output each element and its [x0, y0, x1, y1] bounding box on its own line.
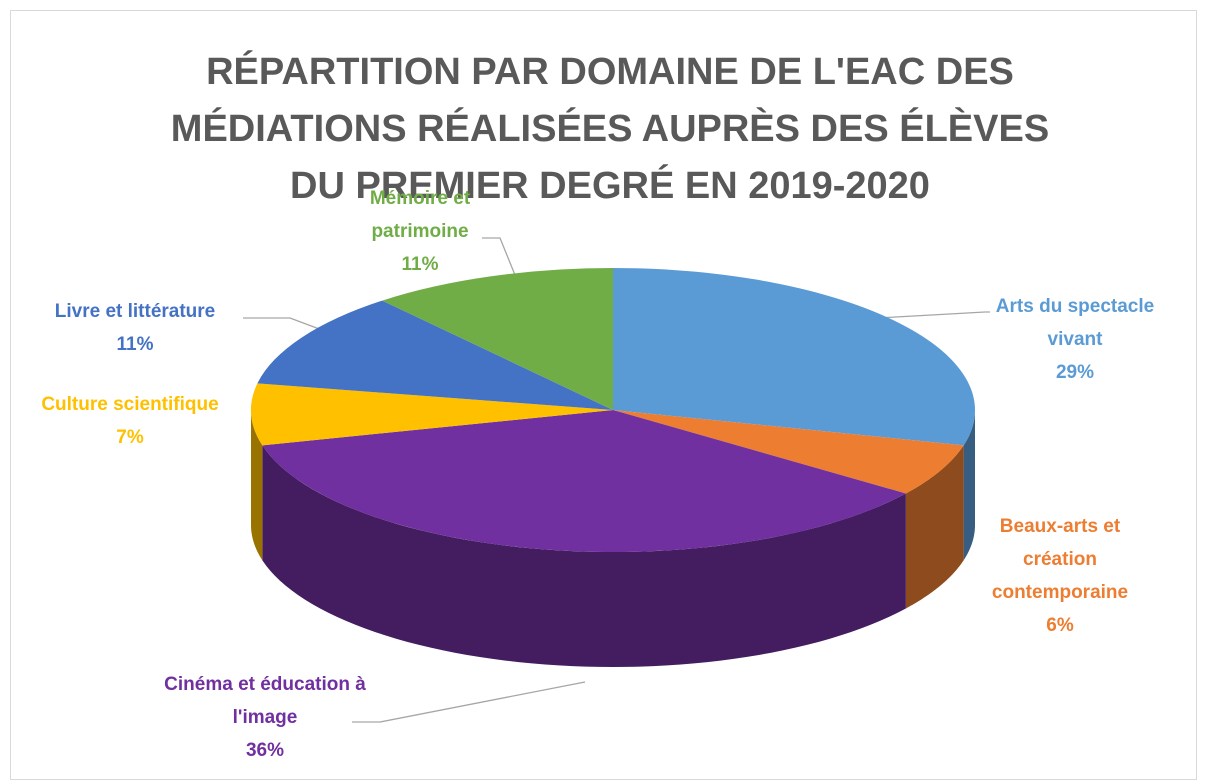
data-label: Culture scientifique 7% — [10, 388, 250, 454]
leader-lines — [243, 237, 990, 723]
value-label: 7% — [116, 427, 144, 448]
leader-line — [877, 311, 990, 319]
pie-tops — [251, 268, 975, 552]
value-label: 36% — [245, 740, 285, 761]
pie-slice — [251, 383, 614, 446]
leader-line — [482, 237, 516, 276]
pie-slice-side — [905, 445, 964, 609]
value-label: 11% — [116, 334, 154, 355]
pie-slice — [257, 300, 613, 410]
leader-line — [352, 681, 586, 723]
leader-line — [243, 317, 331, 334]
data-label: Arts du spectacle vivant 29% — [985, 290, 1165, 389]
category-label: Arts du spectacle vivant — [995, 296, 1155, 350]
category-label: Livre et littérature — [54, 301, 216, 322]
pie-slice — [382, 268, 613, 410]
data-label: Beaux-arts et création contemporaine 6% — [975, 510, 1145, 642]
category-label: Culture scientifique — [41, 394, 219, 415]
pie-slice-side — [963, 410, 975, 561]
category-label: Cinéma et éducation à l'image — [164, 674, 366, 728]
category-label: Beaux-arts et création contemporaine — [991, 516, 1129, 603]
pie-slice-side — [262, 445, 906, 667]
data-label: Cinéma et éducation à l'image 36% — [150, 668, 380, 767]
value-label: 6% — [1046, 615, 1074, 636]
pie-slice — [262, 410, 906, 552]
value-label: 29% — [1055, 362, 1095, 383]
pie-sides — [251, 410, 975, 667]
data-label: Livre et littérature 11% — [20, 295, 250, 361]
value-label: 11% — [401, 254, 439, 275]
category-label: Mémoire et patrimoine — [369, 188, 471, 242]
pie-slice — [613, 410, 964, 494]
pie-slice-side — [251, 410, 263, 561]
data-label: Mémoire et patrimoine 11% — [345, 182, 495, 281]
pie-slice — [613, 268, 975, 446]
chart-title: RÉPARTITION PAR DOMAINE DE L'EAC DES MÉD… — [170, 51, 1050, 207]
